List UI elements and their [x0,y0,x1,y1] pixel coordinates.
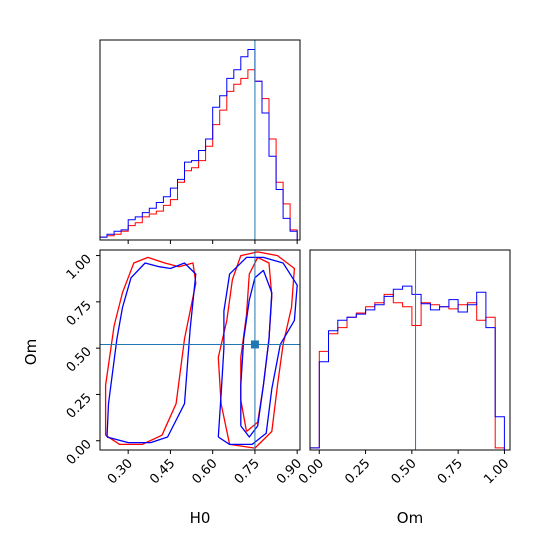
hist-h0-blue [99,49,298,240]
contour-blue-0 [106,262,197,444]
contour-blue-2 [240,269,273,438]
contour-red-1 [217,251,296,449]
contour-x-tick-label-2: 0.60 [189,456,220,487]
contour-x-tick-label-3: 0.75 [232,456,263,487]
hist-h0-frame [99,39,301,241]
xlabel-om: Om [397,509,423,527]
contour-y-tick-label-2: 0.50 [64,344,95,375]
hist-om-x-tick-label-3: 0.75 [435,456,466,487]
contour-panel: 0.30 0.45 0.60 0.75 0.90 0.000.250.500.751.0… [22,249,305,527]
hist-om-frame [309,249,511,451]
ylabel-om: Om [22,339,40,365]
contour-y-tick-label-3: 0.75 [64,298,95,329]
contour-x-tick-label-0: 0.30 [105,456,136,487]
hist-om-blue [309,285,505,450]
contour-y-tick-label-0: 0.00 [64,437,95,468]
contour-frame [99,249,301,451]
hist-om-red [309,293,505,450]
hist-h0-red [99,69,298,240]
contour-y-tick-label-1: 0.25 [64,391,95,422]
contour-red-0 [104,256,197,446]
contour-x-tick-label-1: 0.45 [147,456,178,487]
contour-y-tick-label-4: 1.00 [64,252,95,283]
hist-om-x-tick-label-2: 0.50 [389,456,420,487]
hist-om-x-tick-label-1: 0.25 [342,456,373,487]
hist-h0-panel [99,39,301,244]
hist-om-panel: 0.00 0.25 0.50 0.75 1.00 Om [296,249,512,527]
xlabel-h0: H0 [190,509,211,527]
hist-om-x-tick-label-4: 1.00 [481,456,512,487]
truth-point [250,340,259,349]
hist-om-x-tick-label-0: 0.00 [296,456,327,487]
contour-blue-1 [217,256,298,446]
